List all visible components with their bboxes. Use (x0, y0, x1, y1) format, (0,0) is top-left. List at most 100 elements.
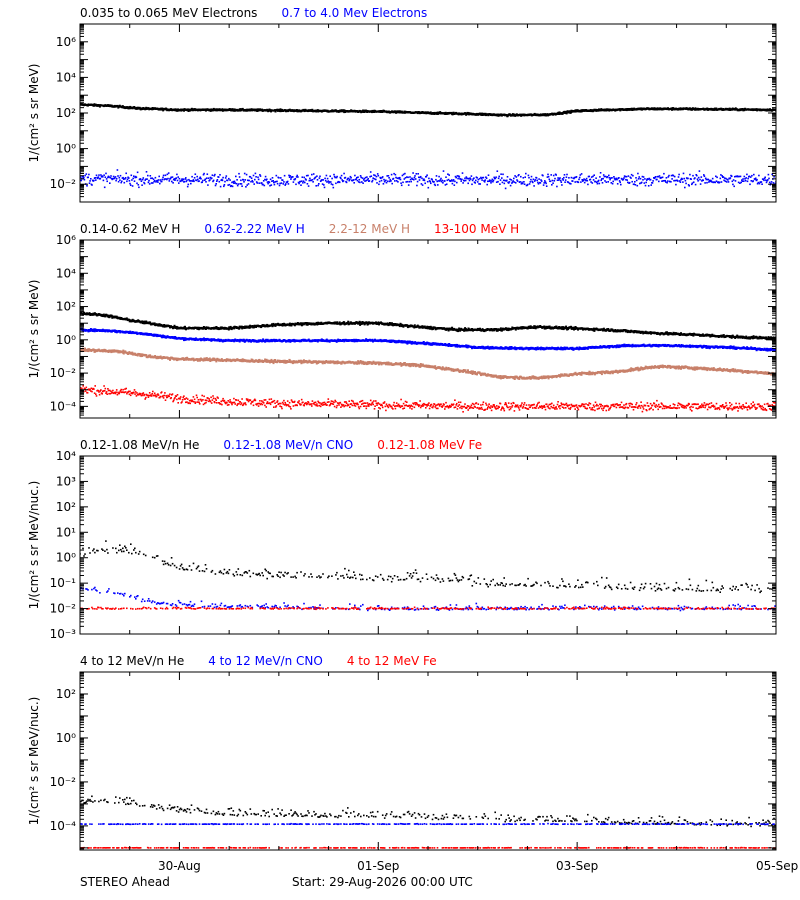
data-point (521, 182, 524, 185)
data-point (410, 180, 412, 183)
data-point (187, 183, 190, 186)
data-point (490, 180, 493, 182)
y-tick-label: 10² (56, 106, 76, 120)
data-point (745, 177, 747, 179)
data-point (288, 174, 290, 177)
data-point (468, 177, 470, 180)
data-point (234, 182, 236, 184)
data-point (637, 172, 639, 175)
data-point (692, 334, 695, 337)
data-point (98, 174, 100, 176)
data-point (395, 180, 398, 182)
data-point (176, 179, 179, 182)
data-point (431, 343, 434, 346)
data-point (495, 181, 498, 183)
data-point (680, 178, 682, 181)
data-point (561, 178, 564, 180)
data-point (305, 174, 308, 177)
data-point (519, 181, 521, 183)
data-point (235, 182, 238, 185)
data-point (176, 173, 178, 176)
data-point (141, 184, 143, 186)
data-point (255, 326, 258, 328)
data-point (582, 179, 585, 181)
data-point (273, 181, 275, 184)
data-point (312, 181, 314, 183)
data-point (429, 111, 432, 114)
data-point (748, 175, 751, 178)
data-point (227, 184, 229, 186)
data-point (763, 179, 765, 182)
data-point (508, 181, 511, 183)
data-point (314, 176, 317, 178)
data-point (297, 176, 299, 178)
data-point (181, 178, 183, 180)
data-point (696, 174, 698, 177)
data-point (124, 177, 127, 179)
data-point (387, 175, 390, 177)
data-point (128, 318, 131, 321)
data-point (157, 324, 160, 327)
data-point (388, 180, 391, 183)
data-point (335, 182, 337, 185)
data-point (673, 179, 675, 182)
data-point (509, 178, 511, 181)
data-point (692, 174, 694, 177)
data-point (216, 179, 219, 181)
data-point (734, 175, 736, 178)
data-point (625, 175, 628, 178)
data-point (413, 324, 416, 327)
data-point (354, 174, 356, 177)
data-point (267, 182, 269, 185)
data-point (771, 173, 773, 176)
data-point (586, 179, 589, 182)
data-point (358, 322, 361, 325)
data-point (559, 179, 562, 182)
data-point (288, 176, 291, 178)
data-point (205, 177, 208, 179)
data-point (123, 181, 126, 184)
data-point (482, 176, 485, 179)
data-point (214, 173, 216, 176)
data-point (679, 181, 682, 183)
data-point (153, 322, 156, 325)
data-point (752, 180, 754, 182)
data-point (471, 328, 473, 330)
data-point (570, 183, 572, 185)
data-point (723, 177, 726, 179)
data-point (204, 178, 207, 180)
data-point (152, 178, 155, 180)
data-point (421, 184, 424, 186)
data-point (458, 327, 461, 330)
data-point (563, 176, 565, 179)
series-0-7-to-4-0-mev-electrons (80, 169, 776, 190)
data-point (558, 179, 560, 181)
data-point (362, 109, 365, 112)
data-point (583, 181, 586, 184)
data-point (738, 175, 741, 178)
data-point (444, 180, 446, 182)
data-point (248, 179, 250, 182)
data-point (537, 183, 540, 185)
data-point (125, 172, 127, 175)
data-point (106, 180, 108, 183)
data-point (251, 325, 254, 327)
data-point (285, 183, 287, 185)
data-point (250, 180, 252, 183)
data-point (305, 322, 308, 324)
data-point (511, 182, 513, 184)
data-point (532, 178, 535, 181)
data-point (467, 182, 469, 185)
data-point (233, 180, 236, 183)
data-point (145, 171, 148, 173)
data-point (691, 183, 693, 186)
data-point (311, 108, 314, 111)
data-point (594, 180, 597, 183)
data-point (411, 178, 414, 180)
data-point (143, 181, 145, 184)
data-point (129, 182, 131, 185)
data-point (281, 179, 284, 181)
data-point (445, 176, 447, 178)
